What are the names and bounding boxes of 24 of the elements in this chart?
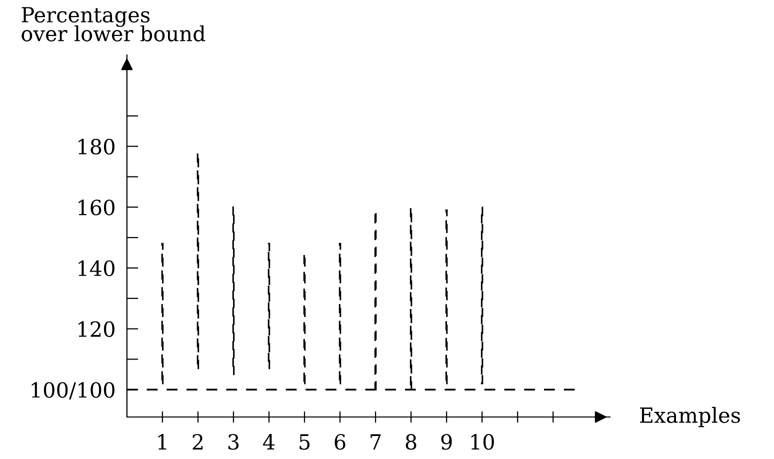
y-tick-label: 100/100	[32, 382, 114, 400]
y-axis-title: Percentages over lower bound	[22, 7, 206, 42]
x-tick-label: 9	[441, 434, 452, 450]
x-tick-label: 6	[334, 434, 346, 450]
x-tick-label: 2	[192, 434, 203, 450]
bar	[268, 242, 270, 370]
x-tick-label: 1	[158, 434, 166, 450]
y-tick-label: 120	[78, 321, 114, 338]
bar	[232, 206, 235, 376]
x-axis-title: Examples	[640, 406, 740, 428]
y-tick-label: 180	[78, 138, 114, 155]
x-tick-label: 8	[406, 434, 416, 450]
y-tick-label: 160	[78, 200, 114, 216]
x-tick-label: 7	[370, 434, 381, 450]
x-tick-label: 4	[263, 434, 275, 450]
x-tick-label: 10	[471, 434, 494, 450]
x-tick-label: 3	[228, 434, 239, 450]
y-tick-label: 140	[78, 260, 114, 276]
bar	[445, 209, 448, 384]
bar	[196, 152, 200, 370]
bar	[338, 242, 342, 384]
x-tick-label: 5	[300, 434, 310, 450]
bar	[480, 206, 484, 384]
bar	[161, 242, 164, 384]
